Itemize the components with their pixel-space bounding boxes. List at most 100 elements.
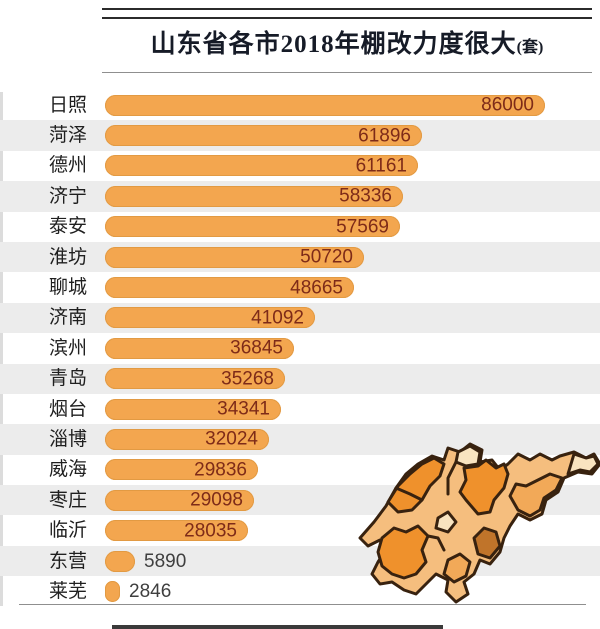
chart-row: 日照 86000 [0,90,600,120]
map-border-line [426,534,446,552]
value-label: 35268 [221,368,274,390]
map-region [566,452,600,476]
category-label: 济宁 [48,185,87,207]
value-label: 29098 [190,489,243,511]
bottom-rule [19,604,586,605]
chart-unit-suffix: (套) [516,39,544,56]
bar-zone: 36845 [105,333,600,363]
bar: 48665 [105,277,354,299]
bar [105,550,135,572]
value-label: 32024 [205,428,258,450]
bar: 28035 [105,520,248,542]
bar-zone: 41092 [105,303,600,333]
bar-zone: 28035 [105,515,600,545]
category-label: 滨州 [48,337,87,359]
bar-zone: 58336 [105,181,600,211]
value-label: 41092 [251,307,304,329]
category-label: 日照 [48,94,87,116]
bar: 36845 [105,337,294,359]
category-label: 烟台 [48,398,87,420]
bar: 34341 [105,398,281,420]
chart-row: 济宁 58336 [0,181,600,212]
bar-zone: 48665 [105,272,600,302]
value-label: 50720 [300,246,353,268]
top-double-rule [102,8,592,19]
value-label: 28035 [184,520,237,542]
category-label: 菏泽 [48,125,87,147]
map-region [454,444,482,468]
bar: 58336 [105,185,403,207]
title-underline-rule [102,72,592,73]
shandong-map-inset [358,442,600,604]
category-label: 德州 [48,155,87,177]
bar: 35268 [105,368,285,390]
chart-title-text: 山东省各市2018年棚改力度很大 [150,31,517,58]
chart-row: 烟台 34341 [0,394,600,424]
chart-row: 威海 29836 [0,455,600,485]
bar: 29836 [105,459,258,481]
chart-header: 山东省各市2018年棚改力度很大(套) [102,0,592,88]
category-label: 威海 [48,459,87,481]
map-region [434,510,458,534]
value-label: 61896 [358,125,411,147]
bar-zone: 2846 [105,576,600,606]
bar-zone: 61161 [105,151,600,181]
chart-row: 德州 61161 [0,151,600,181]
bar-zone: 29098 [105,485,600,515]
chart-row: 济南 41092 [0,302,600,334]
value-label: 61161 [355,155,407,177]
chart-title: 山东省各市2018年棚改力度很大(套) [102,24,592,60]
bar: 50720 [105,246,364,268]
chart-row: 青岛 35268 [0,363,600,394]
category-label: 淮坊 [48,246,87,268]
value-label: 2846 [129,580,172,602]
value-label: 29836 [194,459,247,481]
bar-zone: 29836 [105,455,600,485]
bar: 61161 [105,155,418,177]
bar: 32024 [105,428,269,450]
value-label: 58336 [339,185,392,207]
chart-row: 淮坊 50720 [0,241,600,273]
bar-zone: 50720 [105,242,600,272]
map-region [458,458,510,516]
chart-row: 滨州 36845 [0,333,600,363]
bar-zone: 57569 [105,212,600,242]
bar-zone: 61896 [105,120,600,150]
chart-row: 聊城 48665 [0,272,600,302]
bar: 61896 [105,125,422,147]
value-label: 86000 [481,94,534,116]
bar-zone: 32024 [105,424,600,454]
map-border-line [446,460,458,496]
map-region [376,524,430,580]
map-border-line [394,486,424,502]
bar: 41092 [105,307,315,329]
bar-rows: 日照 86000 菏泽 61896 德州 61161 济宁 58336 泰安 57569 淮坊 507… [0,90,600,607]
chart-row: 莱芜 2846 [0,576,600,606]
bar-zone: 34341 [105,394,600,424]
value-label: 5890 [144,550,187,572]
category-label: 青岛 [48,368,87,390]
map-region [386,456,446,514]
map-region [508,472,564,518]
category-label: 聊城 [48,277,87,299]
category-label: 莱芜 [48,580,87,602]
category-label: 枣庄 [48,489,87,511]
value-label: 34341 [217,398,270,420]
bottom-crop-artifact [112,625,443,629]
chart-row: 淄博 32024 [0,424,600,455]
category-label: 东营 [48,550,87,572]
category-label: 泰安 [48,216,87,238]
chart-row: 菏泽 61896 [0,120,600,151]
category-label: 临沂 [48,520,87,542]
bar: 29098 [105,489,254,511]
chart-row: 临沂 28035 [0,515,600,545]
bar: 57569 [105,216,400,238]
bar-zone: 35268 [105,364,600,394]
value-label: 48665 [290,277,343,299]
value-label: 36845 [230,337,283,359]
bar [105,580,120,602]
value-label: 57569 [336,216,389,238]
chart-row: 泰安 57569 [0,212,600,242]
left-edge-artifact [0,92,3,606]
